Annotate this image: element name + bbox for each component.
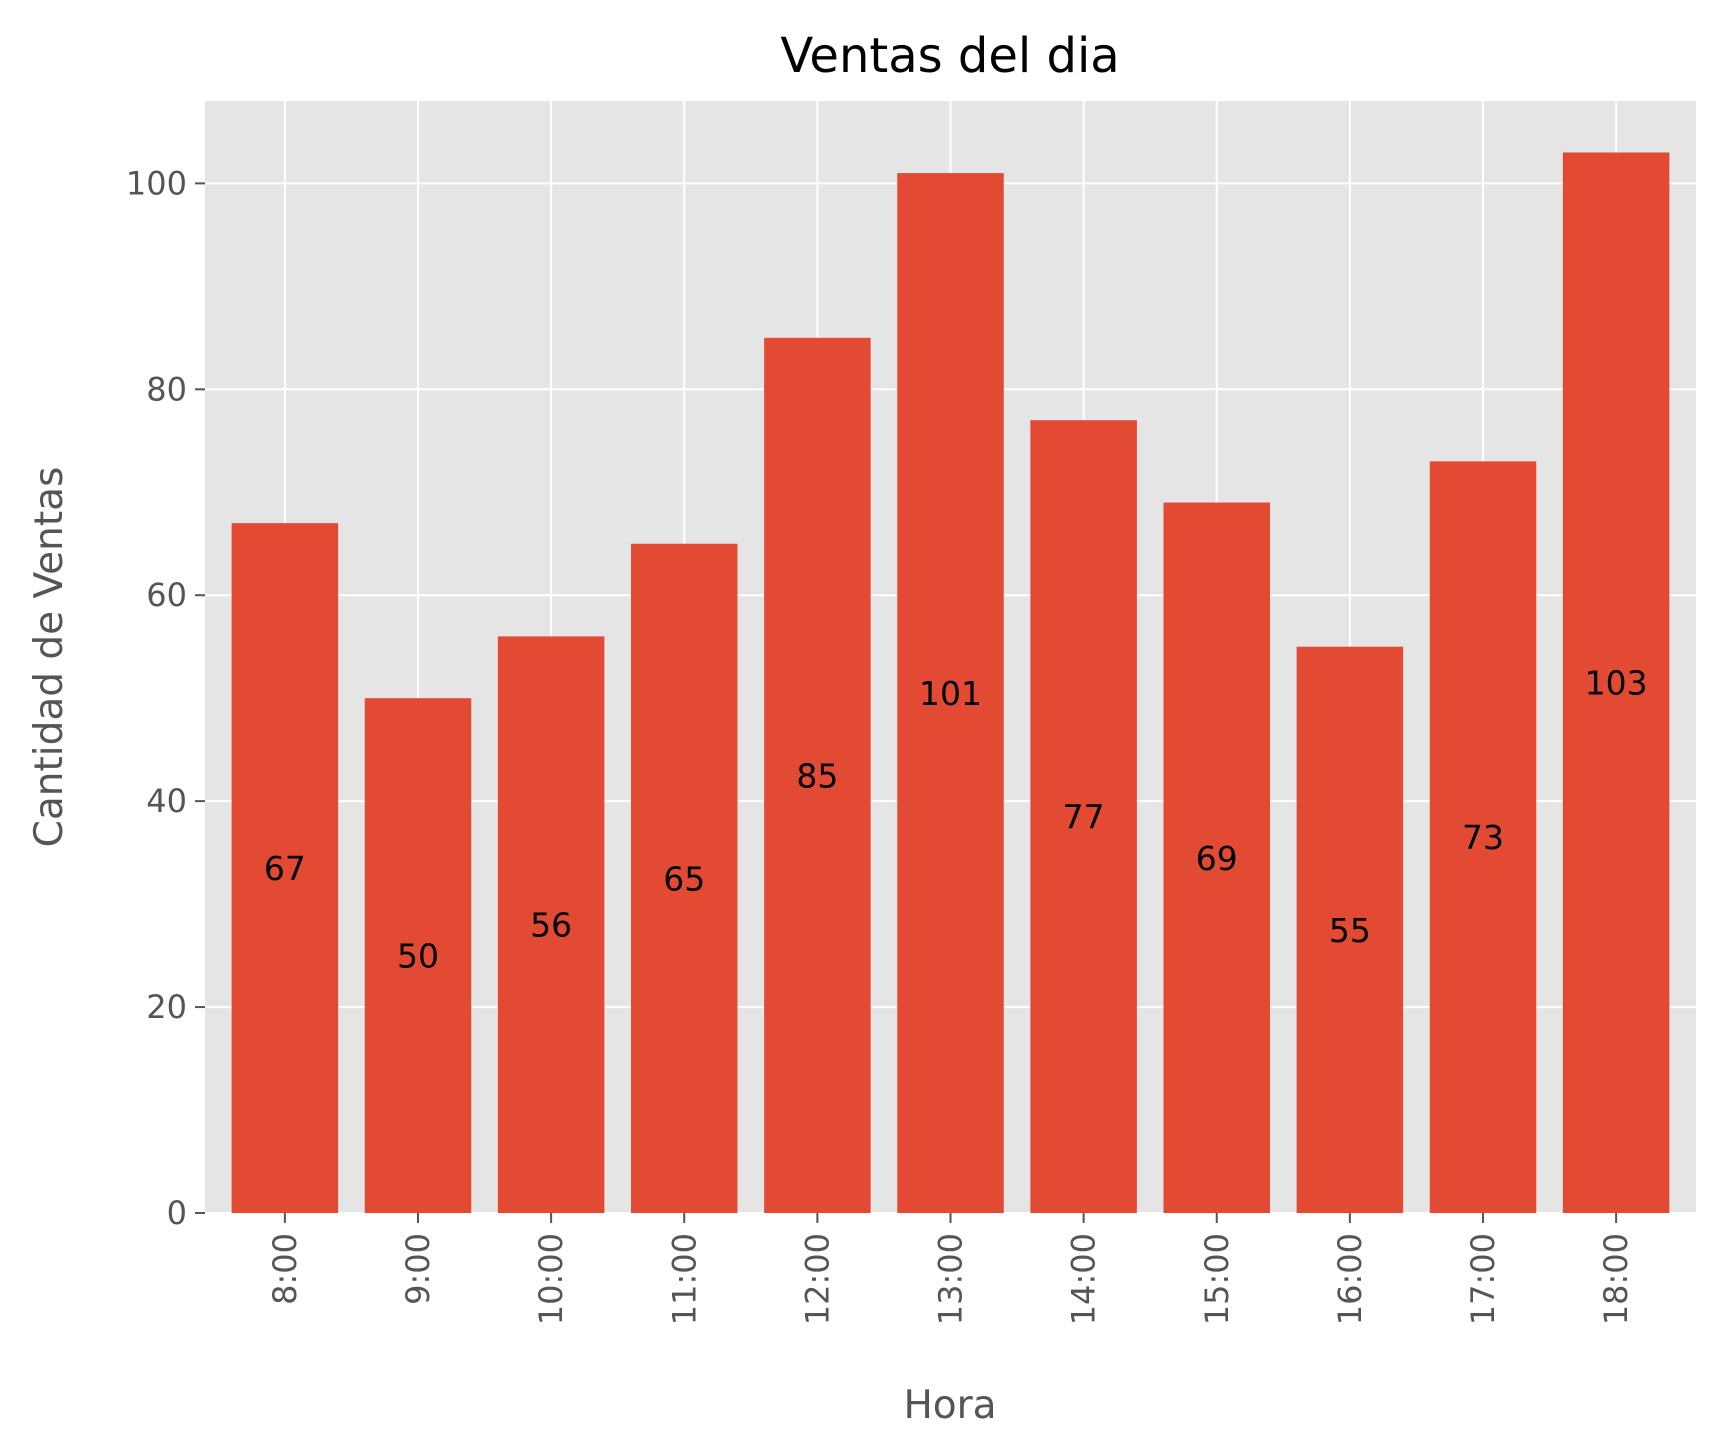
bar [364,698,472,1213]
bar-value-label: 50 [397,937,439,976]
bar [1296,646,1404,1213]
bar-value-label: 85 [796,756,838,795]
bar [1030,420,1137,1213]
x-tick-label: 11:00 [665,1233,703,1325]
x-tick-label: 16:00 [1331,1233,1369,1325]
y-tick-label: 100 [126,164,187,202]
bar [897,173,1004,1213]
bar-value-label: 103 [1585,664,1648,703]
bar [231,523,339,1213]
y-axis-ticks: 0 20 40 60 80 100 [126,164,205,1232]
bar [631,543,738,1213]
y-tick-label: 0 [167,1194,187,1232]
x-tick-label: 15:00 [1198,1233,1236,1325]
x-tick-label: 17:00 [1464,1233,1502,1325]
bar-value-labels: 67 50 56 65 85 101 77 69 55 73 103 [264,664,1648,976]
x-tick-label: 12:00 [798,1233,836,1325]
y-tick-label: 60 [146,576,187,614]
x-tick-label: 10:00 [532,1233,570,1325]
x-tick-label: 14:00 [1065,1233,1103,1325]
bar [1429,461,1537,1213]
bar-value-label: 69 [1196,839,1238,878]
bar-value-label: 55 [1329,911,1371,950]
bar [1562,152,1670,1214]
y-tick-label: 80 [146,370,187,408]
x-tick-label: 13:00 [932,1233,970,1325]
x-axis-ticks: 8:00 9:00 10:00 11:00 12:00 13:00 14:00 15:00 16… [266,1213,1635,1325]
bar-value-label: 77 [1063,798,1105,837]
y-tick-label: 20 [146,988,187,1026]
x-tick-label: 8:00 [266,1233,304,1305]
bar-value-label: 101 [919,674,982,713]
bar-value-label: 65 [663,859,705,898]
bar-value-label: 56 [530,906,572,945]
bar [497,636,605,1213]
y-axis-label: Cantidad de Ventas [27,467,72,848]
x-tick-label: 18:00 [1597,1233,1635,1325]
chart-title: Ventas del dia [780,28,1119,84]
bar [1163,502,1270,1213]
y-tick-label: 40 [146,782,187,820]
bars [231,152,1670,1214]
x-tick-label: 9:00 [399,1233,437,1305]
x-axis-label: Hora [903,1383,996,1428]
bar-value-label: 73 [1462,818,1504,857]
bar-value-label: 67 [264,849,306,888]
bar [764,337,871,1213]
